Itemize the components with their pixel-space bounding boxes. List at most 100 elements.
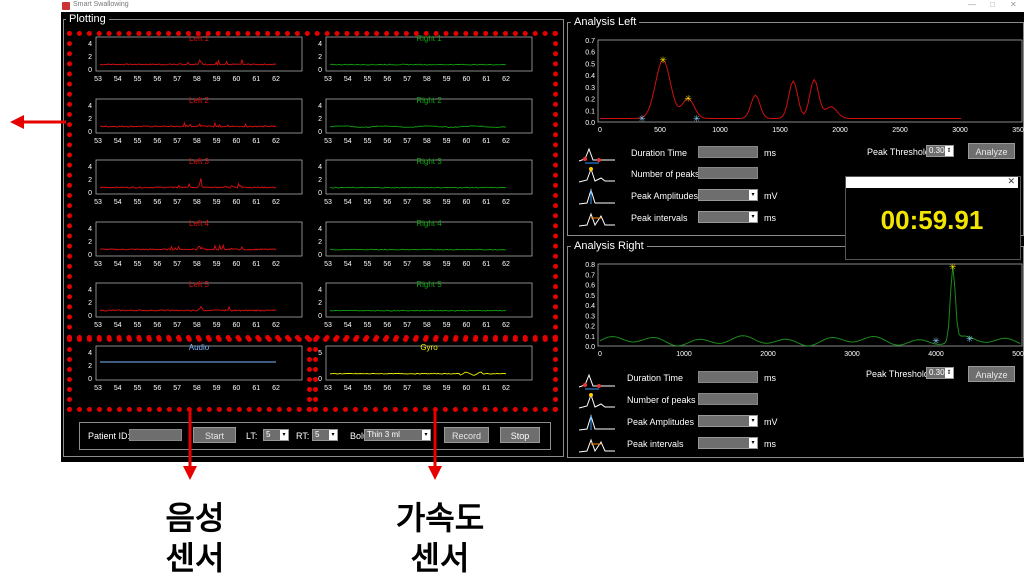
plot-title: Left 1	[189, 34, 210, 43]
signal-trace	[329, 63, 507, 66]
x-tick-label: 59	[443, 385, 451, 392]
x-tick-label: 57	[403, 261, 411, 268]
y-tick-label: 0.0	[585, 120, 595, 127]
start-button[interactable]: Start	[193, 427, 236, 443]
plot-title: Right 1	[416, 34, 442, 43]
x-tick-label: 54	[344, 261, 352, 268]
bolus-value: Thin 3 ml	[367, 430, 400, 439]
x-tick-label: 59	[213, 199, 221, 206]
y-tick-label: 0.7	[585, 38, 595, 45]
left-5-plot: Left 5 4 2 0 53 54 55 56 57 58 59 60 61 62	[76, 279, 306, 333]
title-bar: Smart Swallowing — □ ✕	[0, 0, 1024, 12]
al-threshold-spinner[interactable]: 0.30 ⇕	[926, 145, 954, 157]
lt-select[interactable]: 5 ▾	[263, 429, 289, 441]
plot-title: Right 4	[416, 219, 442, 228]
x-tick-label: 3000	[844, 351, 860, 358]
al-threshold-label: Peak Threshold	[867, 147, 930, 157]
chevron-down-icon: ▾	[422, 430, 430, 440]
al-amplitudes-select[interactable]: ▾	[698, 189, 758, 201]
plot-frame	[95, 282, 303, 318]
x-tick-label: 55	[134, 138, 142, 145]
x-tick-label: 57	[173, 322, 181, 329]
x-tick-label: 55	[134, 199, 142, 206]
y-tick-label: 0.4	[585, 303, 595, 310]
y-tick-label: 0	[88, 313, 92, 320]
chevron-down-icon: ▾	[749, 438, 757, 448]
x-tick-label: 58	[423, 138, 431, 145]
al-intervals-select[interactable]: ▾	[698, 211, 758, 223]
signal-trace	[599, 265, 1021, 347]
x-tick-label: 57	[173, 138, 181, 145]
peak-marker: ✳	[693, 113, 701, 123]
x-tick-label: 60	[233, 261, 241, 268]
ar-amplitudes-unit: mV	[764, 417, 778, 427]
peak-marker: ✳	[966, 334, 974, 344]
x-tick-label: 57	[403, 385, 411, 392]
y-tick-label: 0	[318, 129, 322, 136]
x-tick-label: 57	[173, 199, 181, 206]
y-tick-label: 0.3	[585, 85, 595, 92]
ar-intervals-unit: ms	[764, 439, 776, 449]
y-tick-label: 0	[88, 376, 92, 383]
ar-threshold-spinner[interactable]: 0.30 ⇕	[926, 367, 954, 379]
signal-trace	[99, 120, 276, 128]
al-amplitudes-label: Peak Amplitudes	[631, 191, 699, 201]
x-tick-label: 58	[423, 199, 431, 206]
bolus-label: Bolus:	[350, 431, 376, 441]
x-tick-label: 59	[443, 138, 451, 145]
y-tick-label: 0.4	[585, 73, 595, 80]
record-button[interactable]: Record	[444, 427, 489, 443]
x-tick-label: 54	[114, 322, 122, 329]
x-tick-label: 60	[233, 138, 241, 145]
bolus-select[interactable]: Thin 3 ml ▾	[364, 429, 431, 441]
x-tick-label: 53	[94, 199, 102, 206]
x-tick-label: 57	[403, 199, 411, 206]
ar-amplitudes-label: Peak Amplitudes	[627, 417, 695, 427]
x-tick-label: 60	[463, 199, 471, 206]
x-tick-label: 56	[383, 385, 391, 392]
plot-frame	[597, 39, 1023, 123]
ar-intervals-select[interactable]: ▾	[698, 437, 758, 449]
close-button[interactable]: ✕	[1010, 0, 1017, 9]
al-threshold-value: 0.30	[929, 146, 945, 155]
plot-frame	[597, 263, 1023, 347]
x-tick-label: 56	[153, 385, 161, 392]
chevron-down-icon: ▾	[749, 212, 757, 222]
x-tick-label: 55	[364, 199, 372, 206]
peak-marker: ✳	[659, 55, 667, 65]
close-icon[interactable]: ✕	[1007, 176, 1015, 186]
x-tick-label: 54	[344, 76, 352, 83]
x-tick-label: 500	[654, 127, 666, 134]
down-arrow-icon	[428, 410, 442, 480]
rt-select[interactable]: 5 ▾	[312, 429, 338, 441]
x-tick-label: 60	[463, 138, 471, 145]
rt-label: RT:	[296, 431, 310, 441]
minimize-button[interactable]: —	[968, 0, 976, 9]
y-tick-label: 0.2	[585, 324, 595, 331]
x-tick-label: 59	[443, 261, 451, 268]
stop-button[interactable]: Stop	[500, 427, 540, 443]
plotting-group-label: Plotting	[66, 13, 109, 25]
al-analyze-button[interactable]: Analyze	[968, 143, 1015, 159]
maximize-button[interactable]: □	[990, 0, 995, 9]
al-duration-unit: ms	[764, 148, 776, 158]
y-tick-label: 4	[88, 164, 92, 171]
patient-id-input[interactable]	[129, 429, 182, 441]
x-tick-label: 57	[173, 385, 181, 392]
x-tick-label: 61	[482, 76, 490, 83]
y-tick-label: 2	[88, 239, 92, 246]
patient-id-label: Patient ID:	[88, 431, 131, 441]
x-tick-label: 61	[252, 76, 260, 83]
x-tick-label: 58	[423, 261, 431, 268]
plot-title: Right 2	[416, 96, 442, 105]
x-tick-label: 60	[233, 322, 241, 329]
x-tick-label: 58	[193, 261, 201, 268]
y-tick-label: 4	[88, 287, 92, 294]
lt-value: 5	[266, 430, 271, 439]
y-tick-label: 2	[318, 300, 322, 307]
peak-marker: ✳	[638, 113, 646, 123]
ar-analyze-button[interactable]: Analyze	[968, 366, 1015, 382]
x-tick-label: 54	[114, 76, 122, 83]
x-tick-label: 54	[344, 138, 352, 145]
ar-amplitudes-select[interactable]: ▾	[698, 415, 758, 427]
